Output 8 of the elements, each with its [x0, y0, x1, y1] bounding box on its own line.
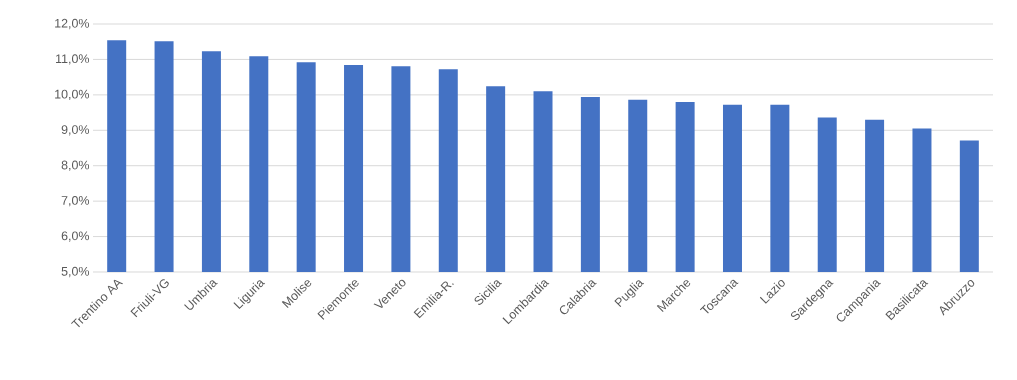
y-tick-label: 5,0%: [61, 266, 90, 278]
y-tick-label: 10,0%: [55, 89, 90, 100]
y-tick-label: 11,0%: [56, 54, 90, 65]
y-tick-label: 6,0%: [61, 231, 90, 242]
y-tick-label: 9,0%: [61, 125, 90, 136]
y-tick-label: 7,0%: [61, 196, 90, 207]
y-tick-label: 8,0%: [61, 160, 90, 171]
y-tick-label: 12,0%: [55, 18, 90, 30]
